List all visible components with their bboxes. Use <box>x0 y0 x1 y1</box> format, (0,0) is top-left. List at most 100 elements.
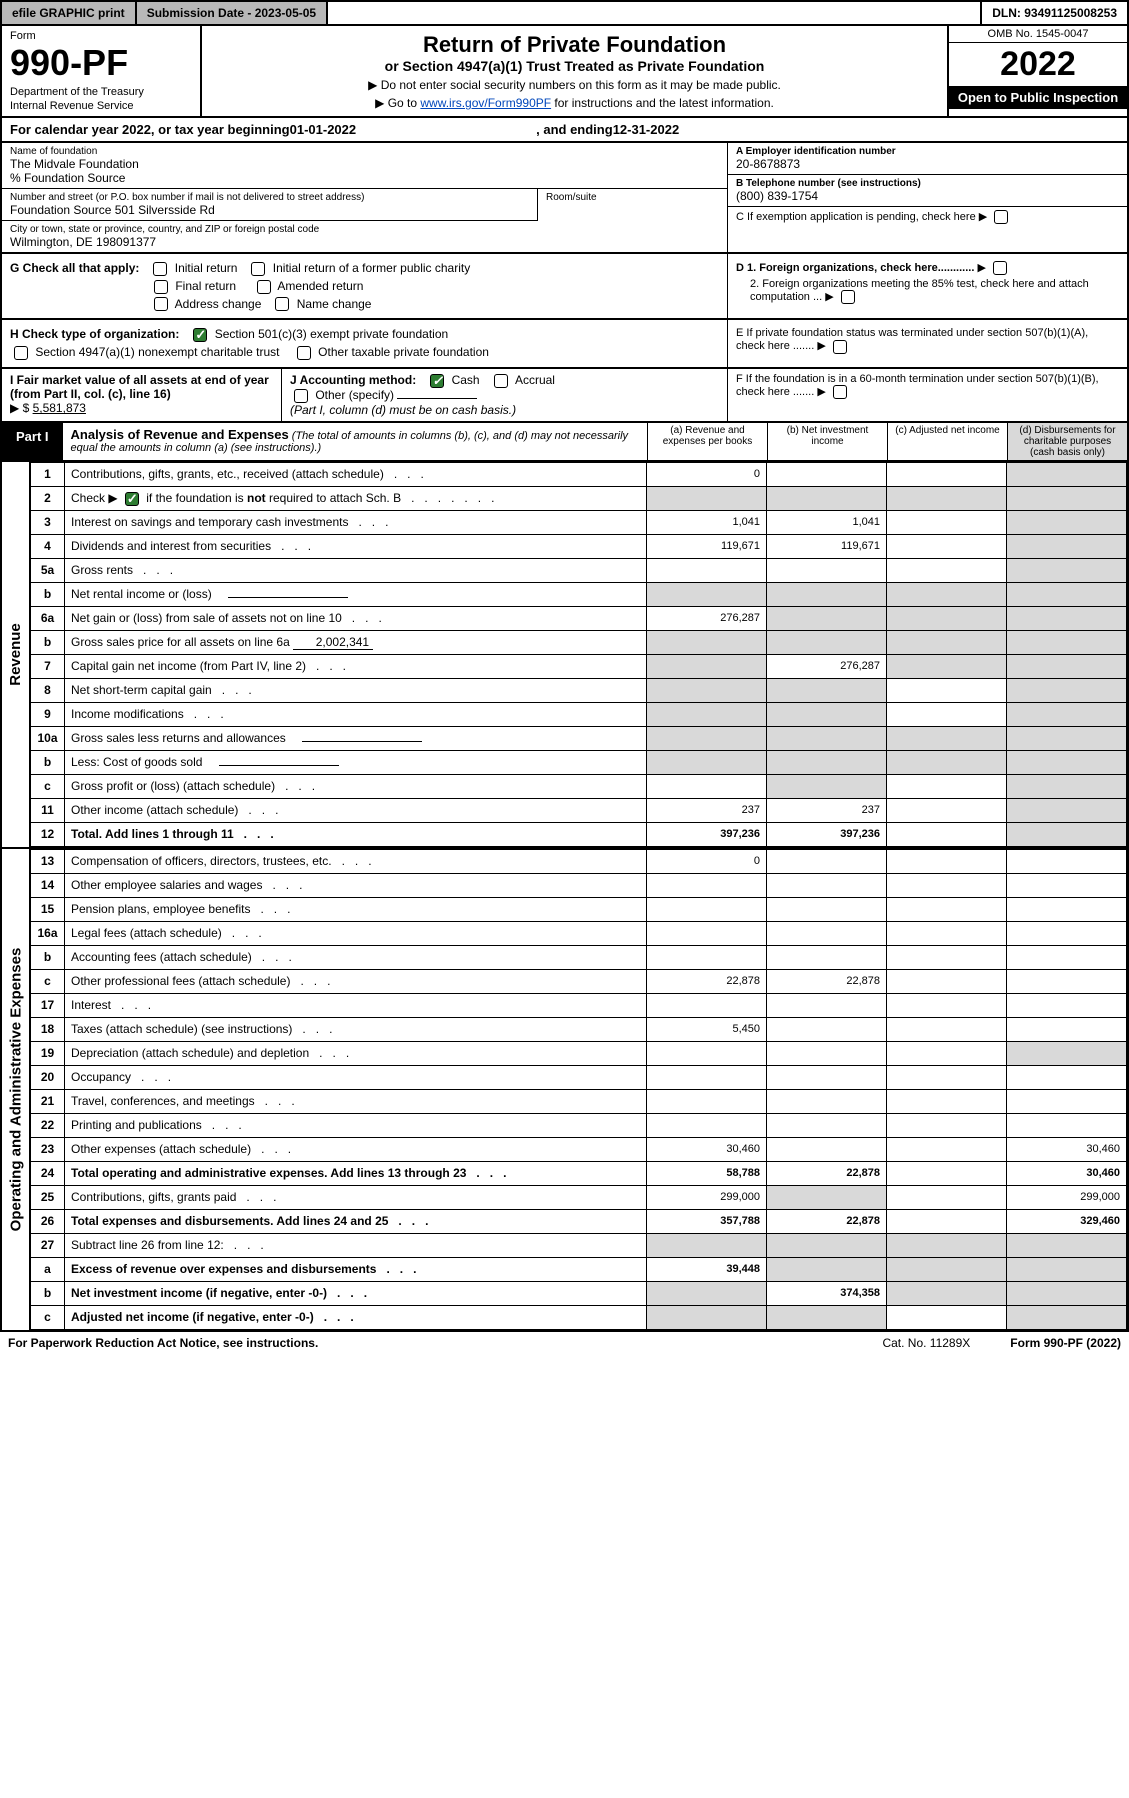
cell-col-d <box>1007 630 1127 654</box>
cell-col-a: 1,041 <box>647 510 767 534</box>
row-desc: Other income (attach schedule) . . . <box>65 798 647 822</box>
c-label: C If exemption application is pending, c… <box>736 211 976 223</box>
cell-col-b: 237 <box>767 798 887 822</box>
c-checkbox[interactable] <box>994 210 1008 224</box>
row-desc: Net gain or (loss) from sale of assets n… <box>65 606 647 630</box>
cell-col-a: 22,878 <box>647 969 767 993</box>
g-address-change-checkbox[interactable] <box>154 297 168 311</box>
h-4947-checkbox[interactable] <box>14 346 28 360</box>
row-number: 16a <box>31 921 65 945</box>
omb-number: OMB No. 1545-0047 <box>949 26 1127 43</box>
row-desc: Check ▶ if the foundation is not require… <box>65 486 647 510</box>
footer-cat: Cat. No. 11289X <box>882 1336 970 1350</box>
table-row: 6aNet gain or (loss) from sale of assets… <box>31 606 1127 630</box>
table-row: cOther professional fees (attach schedul… <box>31 969 1127 993</box>
cell-col-d <box>1007 1233 1127 1257</box>
cell-col-b <box>767 678 887 702</box>
row-number: 18 <box>31 1017 65 1041</box>
cell-col-a <box>647 558 767 582</box>
table-row: 18Taxes (attach schedule) (see instructi… <box>31 1017 1127 1041</box>
irs-link[interactable]: www.irs.gov/Form990PF <box>420 96 551 110</box>
cell-col-c <box>887 750 1007 774</box>
j-accrual-checkbox[interactable] <box>494 374 508 388</box>
g-amended-checkbox[interactable] <box>257 280 271 294</box>
row-desc: Contributions, gifts, grants paid . . . <box>65 1185 647 1209</box>
g-final-return-checkbox[interactable] <box>154 280 168 294</box>
cell-col-a <box>647 897 767 921</box>
cell-col-c <box>887 1065 1007 1089</box>
cell-col-b <box>767 750 887 774</box>
cell-col-b <box>767 945 887 969</box>
cell-col-b <box>767 1089 887 1113</box>
tel-label: B Telephone number (see instructions) <box>736 178 1119 189</box>
cell-col-a <box>647 945 767 969</box>
row-desc: Other professional fees (attach schedule… <box>65 969 647 993</box>
room-label: Room/suite <box>546 192 719 203</box>
cell-col-a: 397,236 <box>647 822 767 846</box>
table-row: 26Total expenses and disbursements. Add … <box>31 1209 1127 1233</box>
row-number: c <box>31 774 65 798</box>
form-id-block: Form 990-PF Department of the Treasury I… <box>2 26 202 116</box>
cell-col-c <box>887 993 1007 1017</box>
j-other-checkbox[interactable] <box>294 389 308 403</box>
cell-col-d <box>1007 969 1127 993</box>
cell-col-a <box>647 873 767 897</box>
expenses-section: Operating and Administrative Expenses 13… <box>0 849 1129 1332</box>
cell-col-b <box>767 1185 887 1209</box>
f-checkbox[interactable] <box>833 385 847 399</box>
d2-checkbox[interactable] <box>841 290 855 304</box>
calendar-year-row: For calendar year 2022, or tax year begi… <box>0 118 1129 143</box>
addr-label: Number and street (or P.O. box number if… <box>10 192 529 203</box>
table-row: 7Capital gain net income (from Part IV, … <box>31 654 1127 678</box>
table-row: bLess: Cost of goods sold <box>31 750 1127 774</box>
row-number: 3 <box>31 510 65 534</box>
cell-col-a <box>647 993 767 1017</box>
row-desc: Interest on savings and temporary cash i… <box>65 510 647 534</box>
j-cash-checkbox[interactable] <box>430 374 444 388</box>
table-row: 2Check ▶ if the foundation is not requir… <box>31 486 1127 510</box>
table-row: 21Travel, conferences, and meetings . . … <box>31 1089 1127 1113</box>
row-number: 26 <box>31 1209 65 1233</box>
d1-checkbox[interactable] <box>993 261 1007 275</box>
g-initial-return-checkbox[interactable] <box>153 262 167 276</box>
cell-col-b <box>767 873 887 897</box>
g-name-change-checkbox[interactable] <box>275 297 289 311</box>
cell-col-b: 397,236 <box>767 822 887 846</box>
cell-col-a: 39,448 <box>647 1257 767 1281</box>
cell-col-a <box>647 678 767 702</box>
row-desc: Less: Cost of goods sold <box>65 750 647 774</box>
cell-col-c <box>887 969 1007 993</box>
cell-col-d: 30,460 <box>1007 1161 1127 1185</box>
dept-irs: Internal Revenue Service <box>10 100 192 112</box>
cell-col-d <box>1007 921 1127 945</box>
cell-col-c <box>887 1257 1007 1281</box>
col-d-header: (d) Disbursements for charitable purpose… <box>1007 423 1127 460</box>
cell-col-c <box>887 873 1007 897</box>
part1-label: Part I <box>2 423 63 460</box>
row-desc: Pension plans, employee benefits . . . <box>65 897 647 921</box>
row-desc: Gross profit or (loss) (attach schedule)… <box>65 774 647 798</box>
check-section-he: H Check type of organization: Section 50… <box>0 320 1129 369</box>
form-year-block: OMB No. 1545-0047 2022 Open to Public In… <box>947 26 1127 116</box>
row-desc: Net short-term capital gain . . . <box>65 678 647 702</box>
schb-checkbox[interactable] <box>125 492 139 506</box>
row-desc: Other expenses (attach schedule) . . . <box>65 1137 647 1161</box>
cell-col-d <box>1007 726 1127 750</box>
row-desc: Compensation of officers, directors, tru… <box>65 849 647 873</box>
cell-col-b: 276,287 <box>767 654 887 678</box>
row-number: 6a <box>31 606 65 630</box>
h-other-taxable-checkbox[interactable] <box>297 346 311 360</box>
g-initial-former-checkbox[interactable] <box>251 262 265 276</box>
form-title: Return of Private Foundation <box>222 32 927 58</box>
cell-col-c <box>887 1233 1007 1257</box>
efile-label[interactable]: efile GRAPHIC print <box>2 2 137 24</box>
cell-col-c <box>887 606 1007 630</box>
ein: 20-8678873 <box>736 157 1119 171</box>
h-501c3-checkbox[interactable] <box>193 328 207 342</box>
dln: DLN: 93491125008253 <box>980 2 1127 24</box>
table-row: 4Dividends and interest from securities … <box>31 534 1127 558</box>
i-label: I Fair market value of all assets at end… <box>10 373 269 401</box>
table-row: cGross profit or (loss) (attach schedule… <box>31 774 1127 798</box>
col-b-header: (b) Net investment income <box>767 423 887 460</box>
e-checkbox[interactable] <box>833 340 847 354</box>
